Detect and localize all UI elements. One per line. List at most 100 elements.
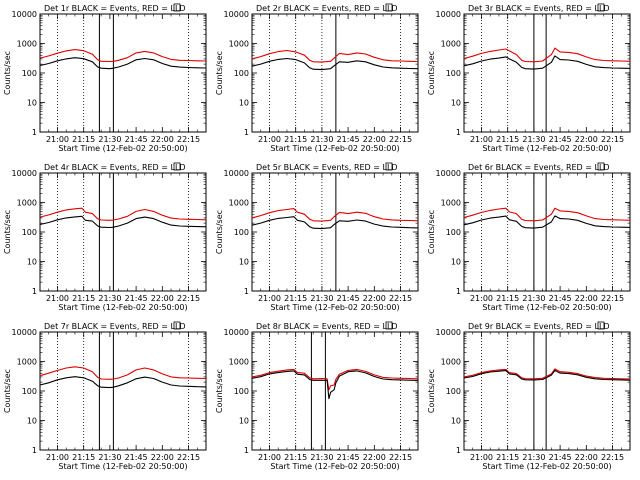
series-line-black [251,216,419,230]
x-tick-label: 21:00 [46,294,69,303]
x-tick-label: 21:00 [258,453,281,462]
panel-title: Det 2r BLACK = Events, RED = LLD [256,4,398,13]
title-marker [597,162,605,171]
series-line-red [463,207,631,222]
series-line-black [463,215,631,229]
x-tick-label: 22:15 [177,294,200,303]
x-tick-label: 22:00 [575,453,598,462]
x-tick-label: 21:45 [125,135,148,144]
x-tick-label: 21:45 [125,453,148,462]
panel-det-7: Det 7r BLACK = Events, RED = LLD 1 10 100 10… [3,321,207,471]
panel-title: Det 8r BLACK = Events, RED = LLD [256,322,398,331]
x-tick-label: 22:15 [601,453,624,462]
y-tick-label: 1 [32,128,37,137]
x-tick-label: 21:30 [522,135,545,144]
x-tick-label: 22:15 [601,294,624,303]
x-tick-label: 22:00 [151,294,174,303]
y-tick-label: 10000 [12,328,37,337]
axes-frame [251,13,419,133]
x-tick-label: 21:15 [496,135,519,144]
y-axis-label: Counts/sec [3,369,12,413]
x-tick-label: 22:15 [389,453,412,462]
x-tick-label: 21:15 [284,294,307,303]
x-tick-label: 22:15 [389,294,412,303]
y-axis-label: Counts/sec [3,210,12,254]
x-axis-label: Start Time (12-Feb-02 20:50:00) [482,144,611,153]
y-tick-label: 1000 [441,358,461,367]
panel-det-9: Det 9r BLACK = Events, RED = LLD 1 10 100 10… [427,321,631,471]
x-tick-label: 21:15 [72,453,95,462]
panel-title: Det 1r BLACK = Events, RED = LLD [44,4,186,13]
x-tick-label: 21:30 [98,453,121,462]
y-axis-label: Counts/sec [427,51,436,95]
panel-det-3: Det 3r BLACK = Events, RED = LLD 1 10 100 10… [427,3,631,153]
series-line-red [39,366,207,380]
y-tick-label: 10 [451,99,461,108]
x-axis-label: Start Time (12-Feb-02 20:50:00) [58,144,187,153]
x-tick-label: 21:30 [522,453,545,462]
y-tick-label: 1 [244,446,249,455]
x-tick-label: 22:15 [177,453,200,462]
y-axis-label: Counts/sec [215,210,224,254]
x-tick-label: 21:45 [549,453,572,462]
y-tick-label: 10 [451,258,461,267]
title-marker [597,321,605,330]
title-marker [385,3,393,12]
y-tick-label: 100 [446,228,461,237]
x-tick-label: 21:00 [46,135,69,144]
y-tick-label: 10000 [436,10,461,19]
x-tick-label: 21:45 [549,294,572,303]
x-tick-label: 21:45 [337,294,360,303]
y-tick-label: 10000 [224,10,249,19]
y-tick-label: 10000 [224,328,249,337]
axes-frame [39,172,207,292]
y-tick-label: 100 [446,387,461,396]
series-line-black [39,376,207,389]
series-line-red [463,368,631,380]
y-tick-label: 100 [446,69,461,78]
x-tick-label: 22:00 [151,453,174,462]
y-tick-label: 1000 [441,199,461,208]
panel-det-6: Det 6r BLACK = Events, RED = LLD 1 10 100 10… [427,162,631,312]
axes-frame [251,172,419,292]
y-tick-label: 100 [22,387,37,396]
y-tick-label: 10000 [224,169,249,178]
axes-frame [463,331,631,451]
y-tick-label: 100 [234,387,249,396]
x-tick-label: 21:30 [310,135,333,144]
y-tick-label: 1000 [229,358,249,367]
x-tick-label: 21:00 [470,453,493,462]
y-tick-label: 1000 [229,199,249,208]
panel-title: Det 4r BLACK = Events, RED = LLD [44,163,186,172]
x-tick-label: 22:15 [389,135,412,144]
axes-frame [463,13,631,133]
title-marker [173,321,181,330]
y-axis-label: Counts/sec [427,369,436,413]
panel-title: Det 3r BLACK = Events, RED = LLD [468,4,610,13]
x-tick-label: 21:15 [496,294,519,303]
y-tick-label: 10 [239,258,249,267]
y-tick-label: 10 [27,258,37,267]
y-tick-label: 1 [456,287,461,296]
x-axis-label: Start Time (12-Feb-02 20:50:00) [270,303,399,312]
panel-det-4: Det 4r BLACK = Events, RED = LLD 1 10 100 10… [3,162,207,312]
y-tick-label: 100 [22,69,37,78]
axes-frame [39,331,207,451]
x-axis-label: Start Time (12-Feb-02 20:50:00) [270,462,399,471]
x-tick-label: 21:30 [98,135,121,144]
panel-det-2: Det 2r BLACK = Events, RED = LLD 1 10 100 10… [215,3,419,153]
y-tick-label: 1000 [441,40,461,49]
y-tick-label: 10000 [436,169,461,178]
y-tick-label: 1000 [229,40,249,49]
y-tick-label: 100 [234,228,249,237]
x-tick-label: 21:45 [549,135,572,144]
panel-title: Det 6r BLACK = Events, RED = LLD [468,163,610,172]
panel-det-5: Det 5r BLACK = Events, RED = LLD 1 10 100 10… [215,162,419,312]
y-axis-label: Counts/sec [427,210,436,254]
panel-title: Det 7r BLACK = Events, RED = LLD [44,322,186,331]
x-tick-label: 22:00 [151,135,174,144]
panel-title: Det 9r BLACK = Events, RED = LLD [468,322,610,331]
y-tick-label: 10000 [12,10,37,19]
y-axis-label: Counts/sec [3,51,12,95]
